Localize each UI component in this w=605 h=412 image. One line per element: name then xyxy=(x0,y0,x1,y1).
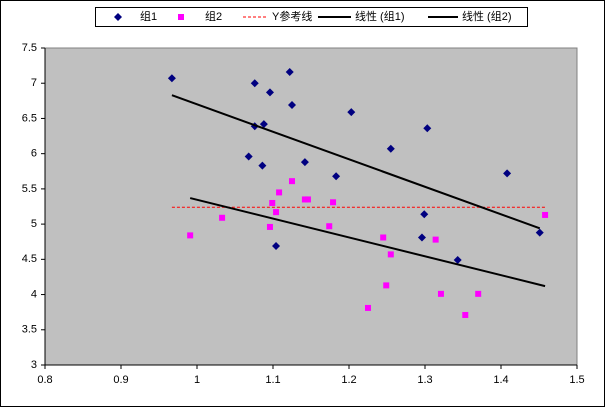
legend-label: 线性 (组2) xyxy=(462,9,512,23)
point xyxy=(417,233,426,242)
y-tick-label: 4 xyxy=(31,288,37,300)
point xyxy=(187,232,194,239)
point xyxy=(304,196,311,203)
legend-label: 线性 (组1) xyxy=(355,9,405,23)
point xyxy=(462,311,469,318)
point xyxy=(386,144,395,153)
point xyxy=(167,74,176,83)
point xyxy=(250,79,259,88)
legend-label: 组2 xyxy=(205,9,222,23)
point xyxy=(219,214,226,221)
point xyxy=(300,158,309,167)
point xyxy=(258,161,267,170)
point xyxy=(387,251,394,258)
legend-symbol xyxy=(178,14,184,20)
point xyxy=(503,169,512,178)
point xyxy=(244,152,253,161)
point xyxy=(332,172,341,181)
point xyxy=(542,211,549,218)
y-tick-label: 6.5 xyxy=(22,112,37,124)
legend-label: 组1 xyxy=(140,9,157,23)
y-tick-label: 5.5 xyxy=(22,183,37,195)
x-tick-label: 1.1 xyxy=(265,374,280,386)
point xyxy=(453,256,462,265)
legend-box xyxy=(95,7,528,27)
y-tick-label: 7.5 xyxy=(22,42,37,54)
point xyxy=(347,108,356,117)
x-tick-label: 1 xyxy=(194,374,200,386)
point xyxy=(266,223,273,230)
point xyxy=(380,234,387,241)
x-tick-label: 1.3 xyxy=(417,374,432,386)
y-tick-label: 4.5 xyxy=(22,253,37,265)
point xyxy=(288,101,296,110)
point xyxy=(259,120,268,129)
point xyxy=(383,282,390,289)
y-tick-label: 6 xyxy=(31,148,37,160)
x-tick-label: 1.5 xyxy=(569,374,584,386)
point xyxy=(330,199,337,206)
point xyxy=(265,88,274,97)
line xyxy=(171,94,541,230)
point xyxy=(423,124,432,133)
point xyxy=(326,223,333,230)
point xyxy=(432,236,439,243)
point xyxy=(276,189,283,196)
point xyxy=(365,304,371,311)
x-tick-label: 1.2 xyxy=(341,374,356,386)
x-tick-label: 0.9 xyxy=(113,374,128,386)
legend-label: Y参考线 xyxy=(272,9,312,23)
point xyxy=(420,210,429,219)
legend-symbol xyxy=(114,13,122,21)
point xyxy=(437,290,444,297)
y-tick-label: 5 xyxy=(31,218,37,230)
plot-area xyxy=(44,47,578,366)
point xyxy=(272,241,281,250)
point xyxy=(301,196,308,203)
point xyxy=(273,209,280,216)
line xyxy=(189,197,546,288)
point xyxy=(269,199,276,206)
point xyxy=(289,178,295,185)
y-tick-label: 3 xyxy=(31,359,37,371)
x-tick-label: 0.8 xyxy=(37,374,52,386)
y-tick-label: 3.5 xyxy=(22,324,37,336)
x-tick-label: 1.4 xyxy=(493,374,508,386)
y-tick-label: 7 xyxy=(31,77,37,89)
point xyxy=(475,290,482,297)
point xyxy=(535,228,544,237)
point xyxy=(285,67,294,76)
